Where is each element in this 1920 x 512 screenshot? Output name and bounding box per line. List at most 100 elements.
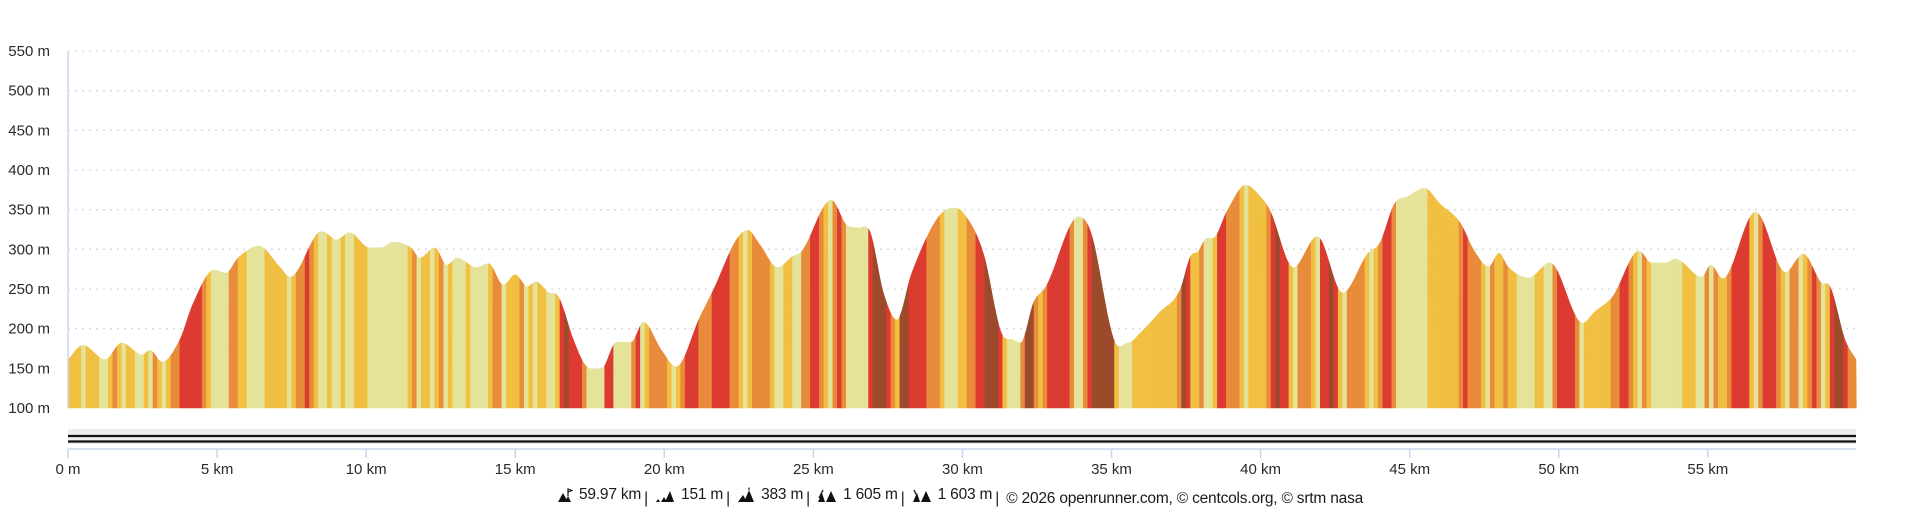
separator: | (900, 490, 905, 507)
gradient-segment (1020, 334, 1026, 409)
gradient-segment (917, 247, 923, 409)
gradient-segment (389, 241, 396, 409)
separator: | (806, 490, 810, 507)
gradient-segment (1458, 220, 1464, 409)
gradient-segment (510, 274, 516, 409)
gradient-segment (488, 263, 494, 409)
max-elevation-icon (738, 487, 755, 502)
gradient-segment (792, 254, 798, 409)
gradient-segment (854, 227, 861, 409)
x-tick-label: 50 km (1538, 461, 1579, 478)
gradient-segment (130, 347, 136, 409)
gradient-segment (1811, 265, 1818, 409)
x-tick-label: 25 km (793, 461, 834, 478)
gradient-segment (1136, 331, 1142, 409)
gradient-segment (1440, 204, 1447, 409)
gradient-segment (94, 352, 100, 409)
gradient-segment (438, 253, 445, 409)
gradient-segment (264, 248, 270, 409)
gradient-segment (640, 322, 646, 409)
gradient-segment (523, 284, 530, 409)
y-tick-label: 100 m (8, 400, 50, 417)
ascent-icon (818, 489, 837, 502)
gradient-segment (1601, 302, 1608, 409)
gradient-segment (1065, 226, 1071, 409)
gradient-segment (1373, 244, 1380, 409)
gradient-segment (971, 223, 977, 409)
gradient-segment (219, 271, 226, 409)
gradient-segment (1172, 294, 1178, 409)
gradient-segment (1060, 236, 1066, 409)
gradient-segment (139, 353, 145, 409)
gradient-segment (1167, 300, 1174, 409)
gradient-segment (1351, 275, 1357, 409)
gradient-segment (179, 328, 185, 409)
gradient-segment (461, 258, 467, 409)
x-tick-label: 55 km (1687, 461, 1728, 478)
gradient-segment (273, 258, 279, 409)
gradient-segment (210, 269, 217, 409)
gradient-segment (1641, 252, 1648, 409)
gradient-segment (416, 255, 422, 409)
gradient-segment (899, 301, 905, 409)
gradient-segment (1226, 203, 1232, 409)
gradient-segment (729, 242, 736, 409)
gradient-segment (608, 344, 615, 409)
gradient-segment (1002, 334, 1008, 409)
gradient-segment (497, 277, 503, 409)
gradient-segment (184, 314, 190, 409)
gradient-segment (1557, 270, 1563, 409)
gradient-segment (376, 247, 382, 409)
gradient-segment (702, 301, 709, 409)
gradient-segment (1396, 198, 1402, 409)
gradient-segment (1673, 258, 1679, 409)
x-tick-label: 45 km (1389, 461, 1430, 478)
gradient-segment (1096, 256, 1102, 409)
gradient-segment (774, 265, 780, 409)
separator: | (726, 490, 730, 507)
gradient-segment (1369, 248, 1375, 409)
gradient-segment (1628, 254, 1634, 409)
gradient-segment (832, 200, 838, 409)
distance-icon (557, 488, 573, 502)
gradient-segment (1668, 258, 1675, 409)
gradient-segment (1619, 272, 1625, 409)
gradient-segment (1762, 221, 1769, 409)
x-tick-label: 20 km (644, 461, 685, 478)
gradient-segment (1480, 260, 1487, 409)
gradient-segment (1355, 265, 1362, 409)
gradient-segment (783, 259, 789, 409)
gradient-segment (152, 351, 159, 409)
gradient-segment (1548, 262, 1554, 409)
range-slider[interactable] (68, 429, 1856, 444)
gradient-segment (546, 290, 552, 409)
gradient-segment (1749, 211, 1755, 409)
gradient-segment (514, 274, 521, 409)
gradient-segment (1038, 290, 1044, 409)
gradient-segment (667, 358, 673, 409)
descent-icon (912, 489, 931, 502)
gradient-segment (1158, 308, 1165, 409)
gradient-segment (1261, 197, 1268, 409)
gradient-segment (286, 275, 293, 409)
gradient-segment (282, 269, 288, 409)
gradient-segment (1199, 240, 1205, 409)
gradient-segment (349, 232, 355, 409)
gradient-segment (1342, 289, 1348, 409)
gradient-segment (1284, 253, 1290, 409)
gradient-segment (926, 228, 932, 409)
max-elevation-value: 383 m (761, 486, 804, 503)
gradient-segment (1190, 252, 1196, 409)
gradient-segment (295, 265, 302, 409)
gradient-segment (886, 302, 892, 409)
gradient-segment (1029, 301, 1035, 409)
gradient-segment (716, 272, 722, 409)
gradient-segment (1024, 316, 1031, 409)
gradient-segment (1145, 321, 1151, 409)
descent-stat: 1 603 m (912, 486, 992, 504)
gradient-segment (103, 357, 109, 409)
gradient-segment (353, 234, 360, 409)
gradient-segment (1324, 248, 1330, 409)
gradient-segment (1230, 195, 1236, 409)
gradient-segment (1114, 341, 1120, 409)
